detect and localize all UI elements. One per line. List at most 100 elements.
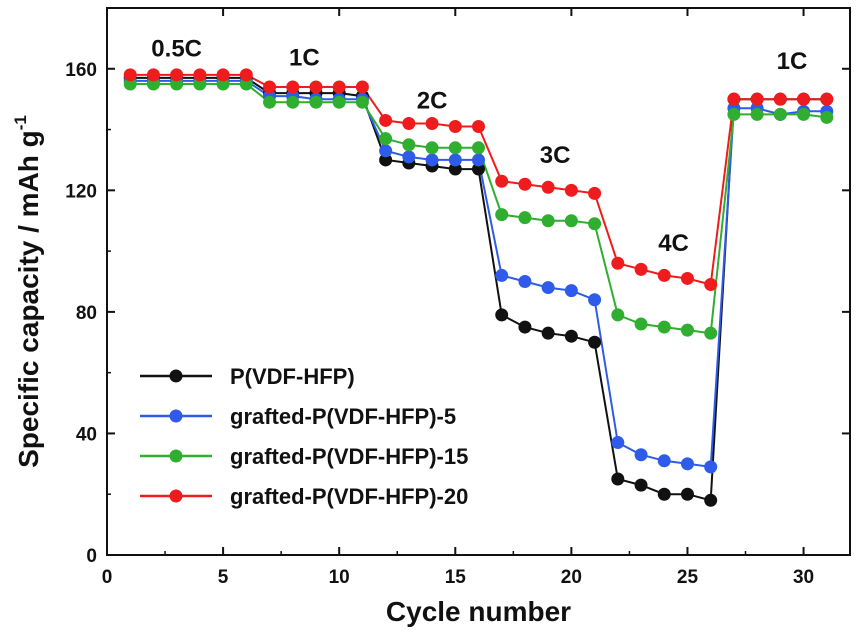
series-4-point (588, 186, 602, 200)
series-4-point (170, 68, 184, 82)
series-4-point (518, 177, 532, 191)
series-3-point (518, 211, 532, 225)
series-2-point (680, 457, 694, 471)
x-tick-label: 10 (329, 567, 350, 588)
x-tick-label: 5 (218, 567, 229, 588)
series-3-point (309, 95, 323, 109)
series-3-point (355, 95, 369, 109)
legend-label-4: grafted-P(VDF-HFP)-20 (230, 484, 468, 509)
legend-marker-4 (169, 489, 183, 503)
series-4-point (750, 92, 764, 106)
series-3-point (564, 214, 578, 228)
series-3-point (402, 138, 416, 152)
series-4-point (216, 68, 230, 82)
series-3-point (704, 326, 718, 340)
x-tick-label: 30 (793, 567, 814, 588)
series-4-point (146, 68, 160, 82)
series-4-point (680, 271, 694, 285)
legend-marker-2 (169, 409, 183, 423)
series-3-point (820, 110, 834, 124)
series-4-point (448, 120, 462, 134)
series-1-point (448, 162, 462, 176)
legend-label-3: grafted-P(VDF-HFP)-15 (230, 444, 468, 469)
legend-marker-3 (169, 449, 183, 463)
series-2-point (495, 268, 509, 282)
series-3-point (727, 107, 741, 121)
series-2-point (379, 144, 393, 158)
series-3-point (495, 208, 509, 222)
series-1-point (657, 487, 671, 501)
series-4-point (355, 80, 369, 94)
series-2-point (704, 460, 718, 474)
series-2-point (657, 454, 671, 468)
series-2-point (634, 448, 648, 462)
rate-annotation: 1C (289, 45, 320, 72)
series-4-point (820, 92, 834, 106)
series-3-point (750, 107, 764, 121)
y-axis-title-superscript: -1 (11, 115, 30, 130)
legend-marker-1 (169, 369, 183, 383)
series-2-point (402, 150, 416, 164)
series-4-point (425, 116, 439, 130)
series-3-point (170, 77, 184, 91)
series-3-point (332, 95, 346, 109)
series-3-point (239, 77, 253, 91)
series-4-point (263, 80, 277, 94)
series-4-point (379, 113, 393, 127)
series-3-point (588, 217, 602, 231)
series-2-point (588, 293, 602, 307)
series-3-point (611, 308, 625, 322)
series-4-point (239, 68, 253, 82)
rate-annotation: 3C (540, 142, 571, 169)
y-tick-label: 120 (65, 181, 97, 202)
plot-frame (106, 7, 851, 556)
series-3-point (797, 107, 811, 121)
y-tick-label: 160 (65, 60, 97, 81)
series-3-point (657, 320, 671, 334)
series-3-point (541, 214, 555, 228)
series-2-point (518, 275, 532, 288)
series-1-point (634, 478, 648, 492)
series-4-point (402, 116, 416, 130)
series-2-point (472, 153, 485, 167)
series-3-point (448, 141, 462, 155)
series-3-point (425, 141, 439, 155)
x-axis-title: Cycle number (386, 596, 571, 627)
series-4-point (472, 120, 485, 134)
series-2-point (611, 436, 625, 450)
series-1-point (611, 472, 625, 486)
y-axis-title-main: Specific capacity / mAh g (13, 130, 44, 468)
series-4-point (541, 180, 555, 194)
series-4-point (704, 278, 718, 292)
series-4-point (634, 262, 648, 276)
legend-label-2: grafted-P(VDF-HFP)-5 (230, 404, 456, 429)
series-4-point (564, 183, 578, 197)
series-4-point (611, 256, 625, 270)
series-1-point (379, 153, 393, 167)
y-tick-label: 80 (76, 303, 97, 324)
series-4-point (123, 68, 137, 82)
series-3-point (680, 323, 694, 337)
series-3-point (472, 141, 485, 155)
series-4-point (286, 80, 300, 94)
series-1-point (472, 162, 485, 176)
series-4-point (495, 174, 509, 188)
series-1-point (541, 326, 555, 340)
y-axis-title: Specific capacity / mAh g-1 (11, 115, 44, 468)
series-3-point (379, 132, 393, 146)
rate-annotation: 4C (658, 230, 689, 257)
legend: P(VDF-HFP) grafted-P(VDF-HFP)-5 grafted-P(… (140, 364, 468, 509)
series-4-point (332, 80, 346, 94)
x-tick-label: 15 (445, 567, 467, 588)
x-tick-label: 0 (102, 567, 113, 588)
series-4-point (773, 92, 787, 106)
series-3-point (773, 107, 787, 121)
series-1-point (518, 320, 532, 334)
series-3-point (123, 77, 137, 91)
x-tick-label: 20 (561, 567, 582, 588)
series-1-point (588, 335, 602, 349)
x-tick-label: 25 (677, 567, 699, 588)
rate-annotation: 0.5C (151, 36, 202, 63)
series-1-point (564, 329, 578, 343)
